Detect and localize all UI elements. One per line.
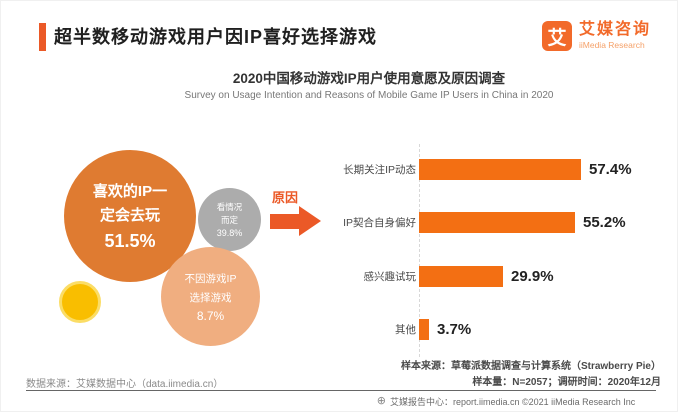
bubble-not-by-ip: 不因游戏IP 选择游戏 8.7%	[161, 247, 260, 346]
bar-value: 29.9%	[511, 267, 554, 285]
bubble-label: 看情况	[216, 202, 243, 213]
bar	[419, 211, 575, 233]
bubble-label: 而定	[220, 215, 238, 225]
title-accent-bar	[39, 23, 46, 51]
bubble-value: 39.8%	[216, 227, 243, 238]
decorative-yellow-dot	[59, 281, 101, 323]
bar	[419, 158, 581, 180]
bar	[419, 265, 503, 287]
bubble-label: 选择游戏	[189, 291, 232, 304]
bubble-value: 8.7%	[196, 309, 225, 324]
bar-value: 3.7%	[437, 320, 472, 338]
sample-source-note: 样本来源：草莓派数据调查与计算系统（Strawberry Pie）	[400, 361, 661, 372]
bar-row-other: 其他 3.7%	[331, 318, 471, 340]
bar-label: 其他	[395, 323, 416, 336]
right-arrow-icon	[299, 206, 321, 236]
iimedia-logo: 艾 艾媒咨询 iiMedia Research	[542, 21, 651, 51]
logo-text: 艾媒咨询 iiMedia Research	[579, 22, 651, 50]
logo-name-en: iiMedia Research	[579, 40, 645, 51]
chart-title-cn: 2020中国移动游戏IP用户使用意愿及原因调查	[232, 71, 506, 86]
bar	[419, 318, 429, 340]
chart-title-en: Survey on Usage Intention and Reasons of…	[184, 90, 554, 101]
bubble-label: 定会去玩	[99, 207, 160, 224]
bar-label: 感兴趣试玩	[363, 270, 417, 283]
bar-value: 55.2%	[583, 213, 626, 231]
bar-label: IP契合自身偏好	[343, 216, 416, 229]
footer: ⊕ 艾媒报告中心：report.iimedia.cn ©2021 iiMedia…	[341, 395, 671, 408]
data-source-note: 数据来源：艾媒数据中心（data.iimedia.cn）	[26, 379, 224, 390]
bubble-label: 不因游戏IP	[184, 272, 237, 285]
bar-chart-axis	[419, 144, 420, 357]
right-arrow-icon	[270, 214, 299, 229]
footer-divider	[26, 390, 656, 391]
iimedia-logo-icon: 艾	[542, 21, 572, 51]
sample-size-note: 样本量：N=2057；调研时间：2020年12月	[472, 377, 661, 388]
logo-name-cn: 艾媒咨询	[579, 21, 652, 39]
page-title: 超半数移动游戏用户因IP喜好选择游戏	[54, 27, 378, 47]
bar-label: 长期关注IP动态	[343, 163, 416, 176]
bubble-value: 51.5%	[104, 231, 156, 251]
globe-icon: ⊕	[376, 395, 386, 407]
bubble-will-play: 喜欢的IP一 定会去玩 51.5%	[64, 150, 196, 282]
bar-value: 57.4%	[589, 160, 632, 178]
bubble-depends: 看情况 而定 39.8%	[198, 188, 261, 251]
bubble-label: 喜欢的IP一	[92, 183, 168, 200]
bar-row-follow-ip: 长期关注IP动态 57.4%	[331, 158, 632, 180]
footer-text: 艾媒报告中心：report.iimedia.cn ©2021 iiMedia R…	[389, 397, 636, 407]
bar-row-ip-preference: IP契合自身偏好 55.2%	[331, 211, 626, 233]
bar-row-interested-try: 感兴趣试玩 29.9%	[331, 265, 554, 287]
reason-arrow-label: 原因	[272, 190, 299, 205]
